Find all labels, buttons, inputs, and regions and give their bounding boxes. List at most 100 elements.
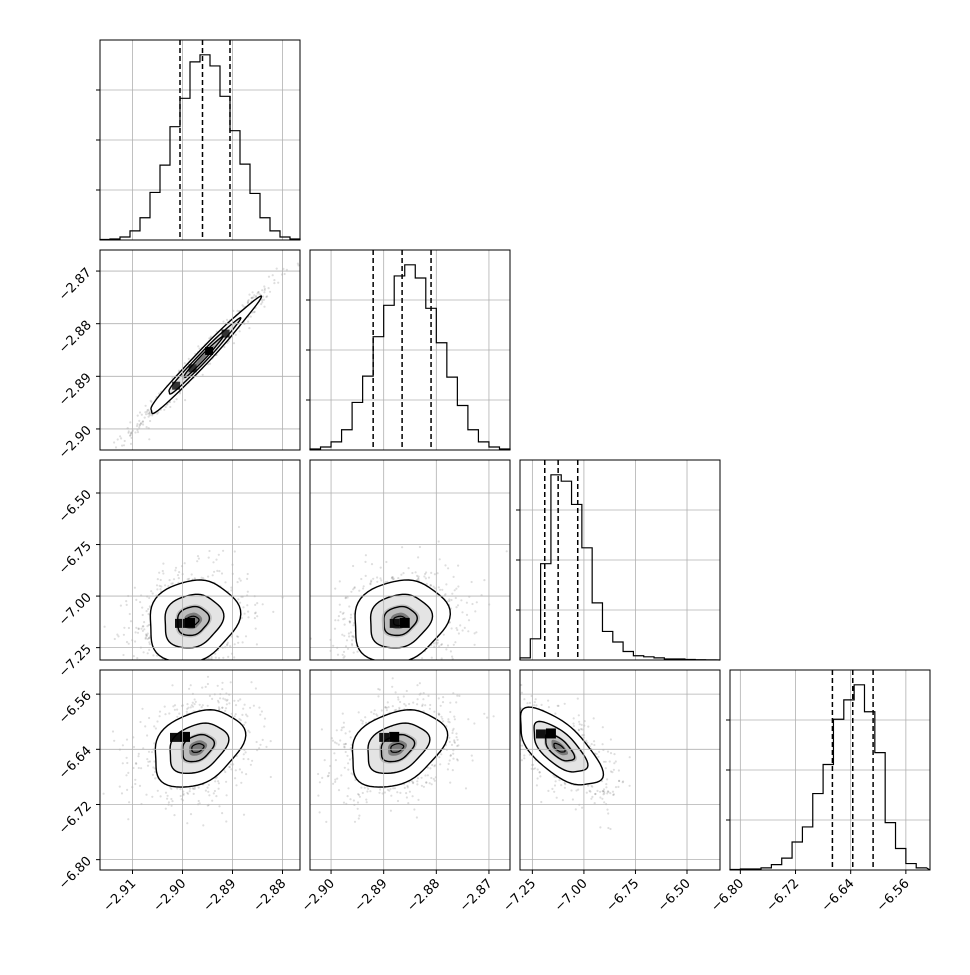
scatter-point: [239, 330, 241, 332]
scatter-point: [120, 437, 122, 439]
scatter-point: [164, 706, 166, 708]
scatter-point: [176, 671, 178, 673]
scatter-point: [363, 677, 365, 679]
scatter-point: [207, 787, 209, 789]
scatter-point: [193, 663, 195, 665]
scatter-point: [218, 657, 220, 659]
scatter-point: [452, 769, 454, 771]
scatter-point: [578, 714, 580, 716]
scatter-point: [134, 688, 136, 690]
scatter-point: [591, 796, 593, 798]
scatter-point: [182, 663, 184, 665]
scatter-point: [134, 640, 136, 642]
scatter-point: [207, 676, 209, 678]
scatter-point: [199, 704, 201, 706]
scatter-point: [261, 301, 263, 303]
scatter-point: [159, 715, 161, 717]
scatter-point: [224, 581, 226, 583]
scatter-point: [390, 672, 392, 674]
scatter-point: [379, 689, 381, 691]
scatter-point: [202, 665, 204, 667]
scatter-point: [268, 287, 270, 289]
scatter-point: [334, 619, 336, 621]
scatter-point: [157, 790, 159, 792]
scatter-point: [396, 666, 398, 668]
scatter-point: [232, 662, 234, 664]
scatter-point: [548, 706, 550, 708]
scatter-point: [170, 798, 172, 800]
scatter-point: [457, 744, 459, 746]
scatter-point: [138, 420, 140, 422]
scatter-point: [427, 667, 429, 669]
panel-content: [475, 657, 631, 831]
scatter-point: [452, 753, 454, 755]
scatter-point: [173, 814, 175, 816]
scatter-point: [221, 682, 223, 684]
scatter-point: [247, 616, 249, 618]
scatter-point: [147, 761, 149, 763]
scatter-point: [516, 722, 518, 724]
scatter-point: [447, 768, 449, 770]
scatter-point: [360, 787, 362, 789]
scatter-point: [187, 578, 189, 580]
scatter-point: [236, 635, 238, 637]
scatter-point: [147, 413, 149, 415]
scatter-point: [350, 617, 352, 619]
scatter-point: [392, 705, 394, 707]
scatter-point: [449, 741, 451, 743]
scatter-point: [152, 662, 154, 664]
scatter-point: [119, 786, 121, 788]
scatter-point: [450, 755, 452, 757]
scatter-point: [353, 799, 355, 801]
scatter-point: [579, 723, 581, 725]
scatter-point: [473, 722, 475, 724]
scatter-point: [338, 744, 340, 746]
scatter-point: [409, 791, 411, 793]
scatter-point: [284, 273, 286, 275]
scatter-point: [429, 671, 431, 673]
scatter-point: [170, 583, 172, 585]
scatter-point: [272, 274, 274, 276]
scatter-point: [147, 682, 149, 684]
scatter-point: [596, 790, 598, 792]
scatter-point: [399, 661, 401, 663]
scatter-point: [444, 564, 446, 566]
scatter-point: [143, 621, 145, 623]
scatter-point: [416, 680, 418, 682]
scatter-point: [416, 780, 418, 782]
scatter-point: [190, 684, 192, 686]
scatter-point: [227, 667, 229, 669]
scatter-point: [613, 753, 615, 755]
scatter-point: [245, 635, 247, 637]
scatter-point: [119, 435, 121, 437]
scatter-point: [162, 570, 164, 572]
scatter-point: [448, 600, 450, 602]
scatter-point: [126, 762, 128, 764]
scatter-panel-0-1: [63, 241, 307, 500]
scatter-point: [168, 801, 170, 803]
scatter-point: [515, 723, 517, 725]
scatter-point: [270, 740, 272, 742]
scatter-point: [613, 769, 615, 771]
scatter-point: [217, 700, 219, 702]
scatter-point: [397, 577, 399, 579]
scatter-point: [249, 707, 251, 709]
scatter-point: [169, 579, 171, 581]
scatter-point: [448, 763, 450, 765]
scatter-point: [221, 662, 223, 664]
density-peak-cell: [390, 619, 400, 628]
scatter-point: [221, 812, 223, 814]
scatter-point: [575, 808, 577, 810]
scatter-point: [393, 660, 395, 662]
scatter-point: [116, 634, 118, 636]
scatter-point: [460, 599, 462, 601]
scatter-point: [247, 573, 249, 575]
scatter-point: [245, 773, 247, 775]
scatter-point: [122, 762, 124, 764]
scatter-point: [250, 764, 252, 766]
scatter-point: [451, 744, 453, 746]
scatter-point: [164, 664, 166, 666]
scatter-point: [247, 321, 249, 323]
scatter-point: [508, 713, 510, 715]
scatter-point: [403, 695, 405, 697]
